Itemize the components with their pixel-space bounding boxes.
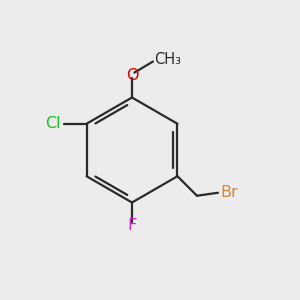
Text: F: F xyxy=(128,218,136,232)
Text: O: O xyxy=(126,68,138,82)
Text: Br: Br xyxy=(220,185,238,200)
Text: Cl: Cl xyxy=(45,116,61,131)
Text: CH₃: CH₃ xyxy=(154,52,182,67)
